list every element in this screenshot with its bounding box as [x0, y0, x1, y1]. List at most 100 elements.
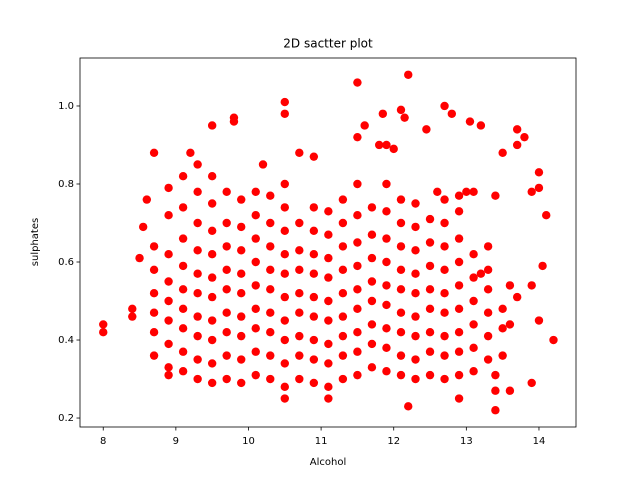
- point: [396, 105, 406, 115]
- point: [367, 296, 377, 306]
- point: [425, 347, 435, 356]
- point: [207, 226, 217, 235]
- point: [193, 374, 202, 384]
- point: [237, 312, 246, 321]
- point: [178, 203, 188, 212]
- point: [295, 289, 304, 298]
- point: [353, 238, 362, 247]
- point: [469, 343, 478, 353]
- point: [149, 148, 159, 157]
- point: [295, 331, 304, 341]
- point: [324, 296, 333, 306]
- point: [251, 257, 260, 267]
- point: [295, 246, 304, 255]
- point: [178, 234, 188, 243]
- point: [367, 339, 377, 349]
- x-tick-label: 9: [173, 436, 179, 447]
- point: [193, 218, 202, 228]
- point: [367, 230, 377, 239]
- point: [491, 370, 500, 380]
- point: [222, 328, 231, 337]
- point: [512, 140, 522, 150]
- point: [353, 210, 362, 220]
- point: [324, 253, 333, 263]
- point: [280, 226, 289, 235]
- point: [251, 187, 260, 196]
- point: [324, 316, 333, 325]
- point: [404, 402, 413, 411]
- point: [440, 195, 449, 204]
- point: [324, 359, 333, 368]
- point: [425, 285, 435, 294]
- point: [527, 187, 536, 196]
- point: [207, 171, 217, 181]
- point: [462, 187, 471, 196]
- point: [280, 394, 289, 403]
- point: [164, 370, 173, 380]
- point: [454, 394, 464, 403]
- point: [338, 265, 348, 275]
- point: [237, 289, 246, 298]
- point: [396, 328, 406, 337]
- point: [440, 289, 449, 298]
- point: [389, 144, 398, 154]
- point: [440, 101, 449, 111]
- point: [454, 257, 464, 267]
- point: [425, 328, 435, 337]
- point: [491, 191, 500, 200]
- point: [309, 378, 319, 388]
- point: [483, 265, 493, 275]
- point: [324, 339, 333, 349]
- point: [396, 370, 406, 380]
- point: [164, 296, 173, 306]
- point: [447, 109, 457, 118]
- point: [251, 347, 260, 356]
- point: [164, 210, 173, 220]
- point: [465, 117, 475, 126]
- point: [142, 195, 152, 204]
- y-tick-label: 1.0: [58, 101, 74, 112]
- point: [193, 246, 202, 255]
- point: [469, 296, 478, 306]
- point: [425, 261, 435, 271]
- point: [164, 339, 173, 349]
- point: [512, 125, 522, 134]
- point: [374, 140, 384, 150]
- point: [193, 355, 202, 364]
- point: [280, 335, 289, 345]
- point: [193, 312, 202, 321]
- point: [229, 117, 239, 126]
- point: [469, 250, 478, 259]
- point: [338, 218, 348, 228]
- point: [520, 132, 529, 142]
- point: [164, 316, 173, 325]
- point: [491, 386, 500, 395]
- point: [280, 269, 289, 278]
- x-tick-label: 11: [315, 436, 328, 447]
- point: [476, 121, 486, 130]
- point: [454, 281, 464, 290]
- point: [207, 292, 217, 302]
- x-tick-label: 10: [242, 436, 255, 447]
- point: [295, 374, 304, 384]
- point: [411, 222, 420, 232]
- point: [338, 289, 348, 298]
- point: [353, 132, 362, 142]
- point: [498, 324, 507, 333]
- y-tick-label: 0.6: [58, 257, 74, 268]
- point: [411, 289, 420, 298]
- point: [193, 187, 202, 196]
- point: [251, 304, 260, 314]
- plot-frame: [79, 57, 577, 428]
- point: [382, 140, 391, 150]
- point: [251, 210, 260, 220]
- point: [440, 308, 449, 317]
- point: [295, 351, 304, 360]
- point: [353, 179, 362, 189]
- point: [454, 328, 464, 337]
- point: [378, 109, 388, 118]
- point: [207, 335, 217, 345]
- point: [396, 285, 406, 294]
- point: [164, 250, 173, 259]
- point: [207, 378, 217, 388]
